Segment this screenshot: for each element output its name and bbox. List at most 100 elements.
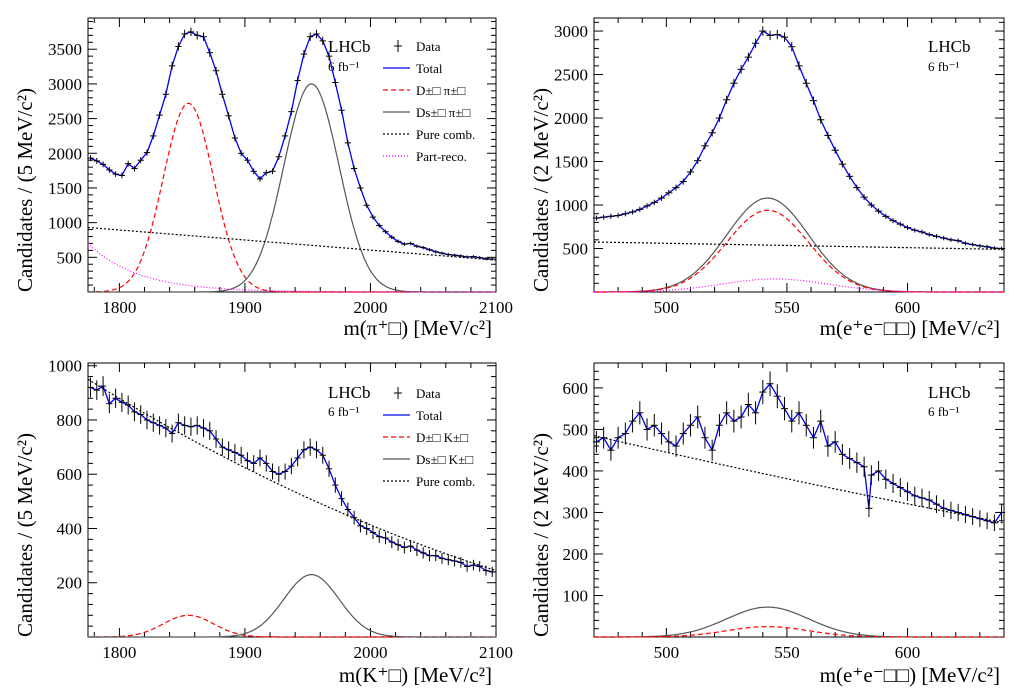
y-tick-label: 3500 xyxy=(48,40,82,59)
x-tick-label: 600 xyxy=(895,643,921,662)
component-curve xyxy=(87,378,497,572)
y-tick-label: 2000 xyxy=(48,144,82,163)
legend-label: Pure comb. xyxy=(416,127,475,142)
experiment-label: LHCb xyxy=(928,37,971,56)
component-curve xyxy=(594,606,1004,638)
component-curve xyxy=(88,102,496,293)
axis-ticks xyxy=(88,363,497,638)
legend-label: Ds±□ K±□ xyxy=(416,452,473,467)
x-axis-label: m(K⁺□) [MeV/c²] xyxy=(339,663,492,687)
y-tick-label: 1500 xyxy=(48,179,82,198)
fit-curves xyxy=(87,378,497,638)
plot-frame xyxy=(87,17,497,293)
data-points xyxy=(592,371,1006,532)
tick-labels: 500 550 600 500 1000 1500 2000 2500 3000 xyxy=(554,22,920,317)
legend-label: Part-reco. xyxy=(416,149,467,164)
data-points xyxy=(87,376,496,577)
component-curve xyxy=(594,626,1004,638)
y-tick-label: 600 xyxy=(563,379,589,398)
y-tick-label: 2500 xyxy=(554,66,588,85)
fit-curves xyxy=(594,30,1005,293)
y-axis-label: Candidates / (5 MeV/c²) xyxy=(13,88,37,292)
x-tick-label: 2100 xyxy=(479,298,513,317)
component-curve xyxy=(88,614,496,638)
x-axis-label: m(e⁺e⁻□□) [MeV/c²] xyxy=(820,316,1000,340)
panel-bottom-left: 1800 1900 2000 2100 200 400 600 800 1000 LHCb 6 … xyxy=(13,357,513,687)
x-tick-label: 2100 xyxy=(479,643,513,662)
y-tick-label: 1000 xyxy=(48,357,82,376)
y-tick-label: 300 xyxy=(563,503,589,522)
tick-labels: 1800 1900 2000 2100 500 1000 1500 2000 2500 3000 3… xyxy=(48,40,513,317)
x-tick-label: 1800 xyxy=(102,298,136,317)
component-curve xyxy=(87,226,497,261)
plot-frame xyxy=(593,17,1005,293)
y-axis-label: Candidates / (2 MeV/c²) xyxy=(529,433,553,637)
y-tick-label: 600 xyxy=(57,465,83,484)
luminosity-label: 6 fb⁻¹ xyxy=(328,59,359,74)
y-tick-label: 2000 xyxy=(554,109,588,128)
experiment-label: LHCb xyxy=(928,383,971,402)
y-tick-label: 400 xyxy=(57,519,83,538)
y-tick-label: 500 xyxy=(563,420,589,439)
x-tick-label: 550 xyxy=(774,643,800,662)
tick-labels: 500 550 600 100 200 300 400 500 600 xyxy=(563,379,921,662)
x-tick-label: 1900 xyxy=(228,643,262,662)
legend: Data Total D±□ π±□ Ds±□ π±□ Pure comb. Part-r… xyxy=(383,39,475,164)
x-tick-label: 2000 xyxy=(353,643,387,662)
panel-top-left: 1800 1900 2000 2100 500 1000 1500 2000 2500 3000 3… xyxy=(13,17,513,340)
panel-top-right: 500 550 600 500 1000 1500 2000 2500 3000 LHCb 6 … xyxy=(529,17,1006,340)
x-tick-label: 2000 xyxy=(353,298,387,317)
tick-labels: 1800 1900 2000 2100 200 400 600 800 1000 xyxy=(48,357,513,662)
luminosity-label: 6 fb⁻¹ xyxy=(328,404,359,419)
component-curve xyxy=(88,83,496,293)
x-tick-label: 550 xyxy=(774,298,800,317)
component-curve xyxy=(593,435,1005,524)
y-tick-label: 3000 xyxy=(48,75,82,94)
y-tick-label: 400 xyxy=(563,462,589,481)
component-curve xyxy=(87,242,496,293)
y-tick-label: 1000 xyxy=(554,196,588,215)
x-axis-label: m(π⁺□) [MeV/c²] xyxy=(343,316,492,340)
component-curve xyxy=(88,574,496,638)
y-axis-label: Candidates / (2 MeV/c²) xyxy=(529,88,553,292)
experiment-label: LHCb xyxy=(328,383,371,402)
legend-label: D±□ π±□ xyxy=(416,83,465,98)
y-tick-label: 800 xyxy=(57,411,83,430)
x-tick-label: 1900 xyxy=(228,298,262,317)
component-curve xyxy=(594,241,1005,250)
data-points xyxy=(87,27,496,261)
legend-label: Total xyxy=(416,408,443,423)
x-tick-label: 600 xyxy=(895,298,921,317)
x-tick-label: 500 xyxy=(654,298,680,317)
fit-curves xyxy=(593,383,1005,638)
experiment-label: LHCb xyxy=(328,37,371,56)
y-tick-label: 500 xyxy=(563,240,589,259)
luminosity-label: 6 fb⁻¹ xyxy=(928,404,959,419)
axis-ticks xyxy=(593,362,1005,638)
y-tick-label: 100 xyxy=(563,586,589,605)
legend-label: Data xyxy=(416,386,441,401)
y-tick-label: 3000 xyxy=(554,22,588,41)
x-tick-label: 500 xyxy=(654,643,680,662)
plot-frame xyxy=(593,362,1005,638)
y-tick-label: 500 xyxy=(57,248,83,267)
legend-label: Data xyxy=(416,39,441,54)
y-axis-label: Candidates / (5 MeV/c²) xyxy=(13,433,37,637)
legend: Data Total D±□ K±□ Ds±□ K±□ Pure comb. xyxy=(383,386,475,489)
total-curve xyxy=(596,383,1003,524)
y-tick-label: 200 xyxy=(563,545,589,564)
component-curve xyxy=(594,209,1004,293)
plot-frame xyxy=(87,362,497,638)
legend-label: Total xyxy=(416,61,443,76)
y-tick-label: 1000 xyxy=(48,214,82,233)
x-axis-label: m(e⁺e⁻□□) [MeV/c²] xyxy=(820,663,1000,687)
y-tick-label: 200 xyxy=(57,574,83,593)
y-tick-label: 2500 xyxy=(48,110,82,129)
axis-ticks xyxy=(88,18,497,293)
x-tick-label: 1800 xyxy=(102,643,136,662)
legend-label: D±□ K±□ xyxy=(416,430,468,445)
data-points xyxy=(592,26,1006,251)
legend-label: Pure comb. xyxy=(416,474,475,489)
